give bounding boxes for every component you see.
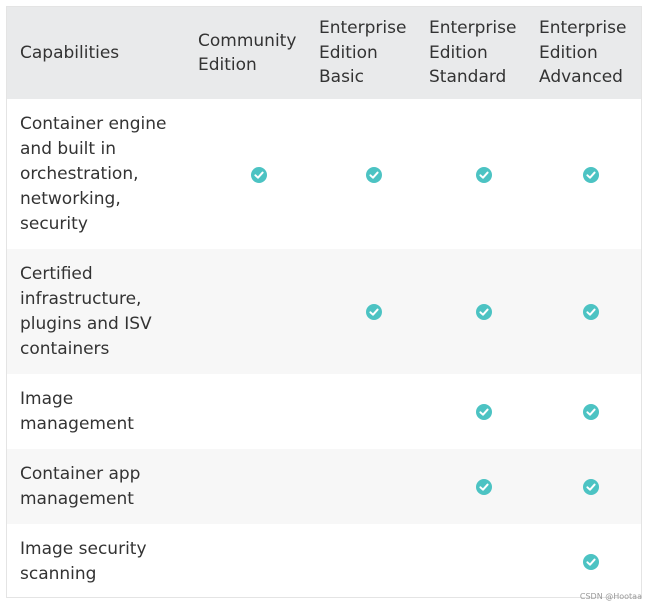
check-circle-icon	[476, 303, 492, 320]
table-row: Container engine and built in orchestrat…	[7, 99, 641, 249]
edition-support-cell	[429, 449, 539, 524]
header-community-edition: Community Edition	[198, 30, 297, 76]
check-circle-icon	[583, 553, 599, 570]
header-enterprise-basic: Enterprise Edition Basic	[319, 18, 407, 88]
check-circle-icon	[583, 403, 599, 420]
table-row: Image management	[7, 374, 641, 449]
check-circle-icon	[250, 166, 267, 183]
header-capabilities: Capabilities	[20, 42, 120, 63]
check-circle-icon	[476, 478, 492, 495]
table-header-row: Capabilities Community Edition Enterpris…	[7, 7, 641, 99]
edition-support-cell	[539, 449, 641, 524]
header-enterprise-standard: Enterprise Edition Standard	[429, 18, 517, 88]
edition-support-cell	[198, 524, 319, 597]
capability-cell: Image management	[20, 388, 134, 434]
table-row: Certified infrastructure, plugins and IS…	[7, 249, 641, 374]
edition-support-cell	[539, 99, 641, 249]
capability-cell: Container app management	[20, 463, 141, 509]
check-circle-icon	[476, 403, 492, 420]
check-circle-icon	[476, 166, 492, 183]
edition-support-cell	[198, 374, 319, 449]
edition-support-cell	[319, 249, 429, 374]
capability-cell: Certified infrastructure, plugins and IS…	[20, 263, 152, 359]
capabilities-table-container: Capabilities Community Edition Enterpris…	[6, 6, 642, 598]
edition-support-cell	[319, 449, 429, 524]
edition-support-cell	[198, 99, 319, 249]
capabilities-table: Capabilities Community Edition Enterpris…	[7, 7, 641, 597]
check-circle-icon	[366, 166, 382, 183]
edition-support-cell	[429, 524, 539, 597]
edition-support-cell	[319, 99, 429, 249]
edition-support-cell	[198, 449, 319, 524]
watermark: CSDN @Hootaa	[579, 592, 642, 601]
table-row: Container app management	[7, 449, 641, 524]
edition-support-cell	[539, 249, 641, 374]
capability-cell: Container engine and built in orchestrat…	[20, 113, 167, 234]
edition-support-cell	[539, 374, 641, 449]
edition-support-cell	[429, 374, 539, 449]
edition-support-cell	[319, 374, 429, 449]
capability-cell: Image security scanning	[20, 538, 147, 584]
edition-support-cell	[319, 524, 429, 597]
check-circle-icon	[366, 303, 382, 320]
check-circle-icon	[583, 166, 599, 183]
check-circle-icon	[583, 478, 599, 495]
edition-support-cell	[198, 249, 319, 374]
edition-support-cell	[539, 524, 641, 597]
table-row: Image security scanning	[7, 524, 641, 597]
check-circle-icon	[583, 303, 599, 320]
header-enterprise-advanced: Enterprise Edition Advanced	[539, 18, 627, 88]
edition-support-cell	[429, 99, 539, 249]
edition-support-cell	[429, 249, 539, 374]
